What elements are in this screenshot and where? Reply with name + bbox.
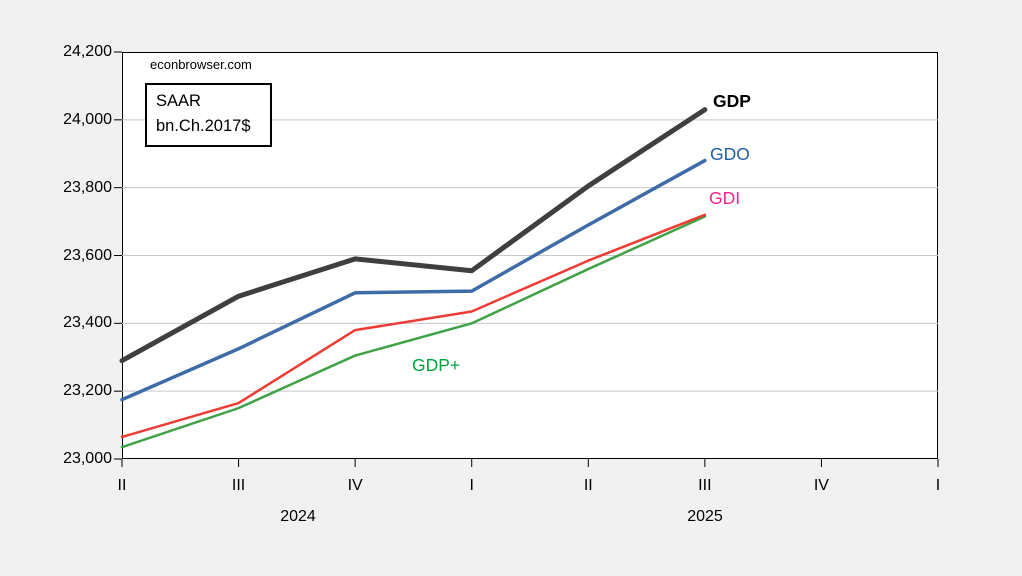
x-tick-label: IV (347, 477, 363, 494)
y-tick-label: 23,400 (63, 314, 112, 332)
series-label-gdi: GDI (709, 188, 741, 208)
x-axis-year-label-2025: 2025 (687, 508, 723, 525)
units-note-line1: SAAR (156, 92, 201, 110)
y-tick-label: 24,000 (63, 110, 112, 128)
line-gdp-plus (120, 215, 707, 449)
x-tick-label: II (117, 477, 127, 494)
x-tick-label: I (935, 477, 941, 494)
y-tick-label: 23,000 (63, 450, 112, 467)
watermark-text: econbrowser.com (150, 57, 252, 72)
x-axis-year-label-2024: 2024 (280, 508, 316, 525)
x-tick-label: I (469, 477, 474, 494)
chart-canvas (114, 51, 939, 467)
x-tick-label: II (583, 477, 593, 494)
series-label-gdo: GDO (710, 144, 750, 164)
y-tick-label: 23,200 (63, 382, 112, 400)
line-gdi (120, 213, 707, 439)
y-tick-label: 24,200 (63, 43, 112, 60)
line-gdp (119, 107, 708, 364)
series-label-gdp: GDP (713, 91, 751, 111)
units-note-line2: bn.Ch.2017$ (156, 117, 251, 135)
line-gdo (120, 158, 707, 402)
y-tick-label: 23,800 (63, 178, 112, 196)
units-note-box: SAAR bn.Ch.2017$ (145, 83, 272, 147)
x-tick-label: IV (813, 477, 829, 494)
series-label-gdp-plus: GDP+ (412, 355, 461, 375)
y-tick-label: 23,600 (63, 246, 112, 264)
x-tick-label: III (698, 477, 712, 494)
x-tick-label: III (231, 477, 246, 494)
